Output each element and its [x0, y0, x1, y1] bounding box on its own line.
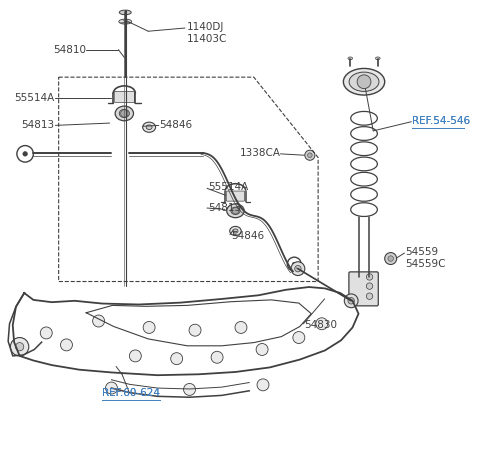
Circle shape	[357, 75, 371, 89]
Circle shape	[366, 274, 373, 280]
Text: 54813: 54813	[21, 121, 54, 130]
Circle shape	[292, 262, 296, 266]
FancyBboxPatch shape	[226, 191, 245, 201]
Text: 11403C: 11403C	[187, 34, 228, 44]
Circle shape	[344, 294, 358, 308]
Text: 54559C: 54559C	[406, 259, 446, 269]
Circle shape	[256, 344, 268, 355]
FancyBboxPatch shape	[114, 91, 134, 103]
FancyBboxPatch shape	[349, 272, 378, 306]
Circle shape	[291, 262, 305, 275]
Circle shape	[366, 293, 373, 299]
Text: 55514A: 55514A	[208, 182, 248, 192]
Text: 54810: 54810	[53, 45, 86, 55]
Ellipse shape	[119, 19, 132, 24]
Circle shape	[183, 383, 195, 395]
Circle shape	[189, 324, 201, 336]
Ellipse shape	[348, 57, 352, 60]
Text: 54559: 54559	[406, 247, 439, 257]
Ellipse shape	[231, 207, 240, 214]
Text: 54846: 54846	[231, 231, 264, 241]
Ellipse shape	[119, 109, 130, 117]
Circle shape	[211, 351, 223, 363]
Circle shape	[120, 110, 128, 117]
Circle shape	[366, 283, 373, 289]
Text: 1338CA: 1338CA	[240, 148, 280, 158]
Text: REF.54-546: REF.54-546	[412, 116, 470, 126]
Circle shape	[143, 322, 155, 334]
Circle shape	[305, 150, 315, 160]
Text: REF.54-546: REF.54-546	[412, 116, 470, 126]
Circle shape	[23, 152, 27, 156]
Text: REF.60-624: REF.60-624	[102, 388, 160, 398]
Circle shape	[11, 338, 29, 356]
Ellipse shape	[343, 68, 384, 95]
Ellipse shape	[143, 122, 156, 132]
Ellipse shape	[233, 229, 238, 233]
Circle shape	[308, 153, 312, 158]
Circle shape	[93, 315, 105, 327]
Circle shape	[15, 343, 24, 351]
Circle shape	[316, 318, 328, 330]
Text: REF.60-624: REF.60-624	[102, 388, 160, 398]
Circle shape	[295, 266, 301, 272]
Ellipse shape	[230, 226, 241, 236]
Ellipse shape	[375, 57, 380, 60]
Ellipse shape	[227, 204, 244, 218]
Circle shape	[348, 298, 354, 304]
Ellipse shape	[146, 125, 152, 129]
Circle shape	[171, 353, 183, 365]
Circle shape	[384, 253, 396, 265]
Circle shape	[232, 207, 239, 214]
Ellipse shape	[119, 10, 131, 15]
Text: 54846: 54846	[160, 121, 193, 130]
Ellipse shape	[115, 106, 133, 121]
Text: 55514A: 55514A	[14, 93, 54, 103]
Text: 1140DJ: 1140DJ	[187, 22, 225, 31]
Circle shape	[40, 327, 52, 339]
Circle shape	[60, 339, 72, 351]
Text: 54830: 54830	[304, 320, 337, 330]
Circle shape	[293, 332, 305, 344]
Text: 54813: 54813	[208, 203, 241, 213]
Circle shape	[130, 350, 141, 362]
Circle shape	[106, 382, 118, 394]
Circle shape	[388, 256, 394, 261]
Circle shape	[257, 379, 269, 391]
Circle shape	[235, 322, 247, 334]
Ellipse shape	[349, 72, 379, 91]
